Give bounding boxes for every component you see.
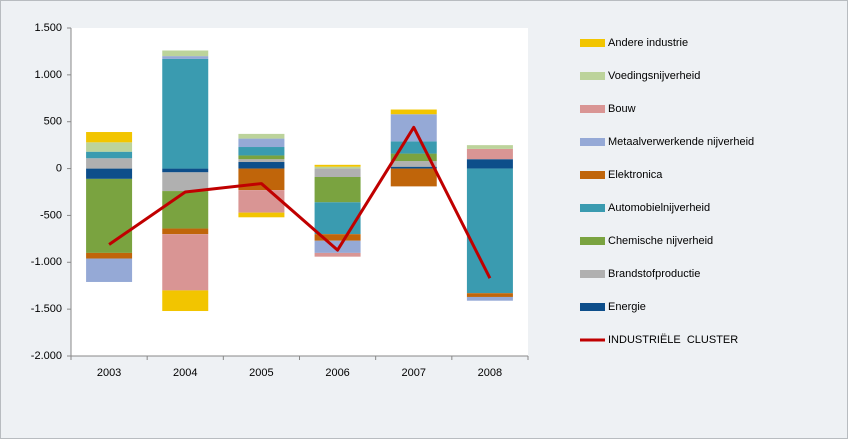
bar-segment bbox=[466, 293, 513, 297]
legend-label: Energie bbox=[608, 301, 646, 313]
bar-segment bbox=[86, 258, 133, 282]
y-tick-label: -2.000 bbox=[31, 350, 62, 362]
bar-segment bbox=[162, 56, 209, 59]
legend-label: Brandstofproductie bbox=[608, 268, 700, 280]
legend-swatch bbox=[580, 270, 605, 278]
bar-segment bbox=[314, 252, 361, 257]
bar-segment bbox=[238, 212, 285, 218]
bar-segment bbox=[314, 234, 361, 241]
legend-swatch bbox=[580, 303, 605, 311]
y-tick-label: 500 bbox=[44, 116, 62, 128]
legend-label: Elektronica bbox=[608, 169, 663, 181]
bar-segment bbox=[86, 151, 133, 159]
y-tick-label: -500 bbox=[40, 209, 62, 221]
bar-segment bbox=[390, 161, 437, 167]
legend-swatch bbox=[580, 105, 605, 113]
legend-swatch bbox=[580, 72, 605, 80]
y-tick-label: 1.000 bbox=[34, 69, 62, 81]
legend-label: Andere industrie bbox=[608, 37, 688, 49]
bar-segment bbox=[314, 202, 361, 235]
bar-segment bbox=[238, 138, 285, 148]
bar-segment bbox=[314, 168, 361, 178]
x-tick-label: 2008 bbox=[478, 367, 502, 379]
bar-segment bbox=[466, 148, 513, 160]
bar-segment bbox=[162, 50, 209, 57]
bar-segment bbox=[162, 234, 209, 291]
x-tick-label: 2007 bbox=[402, 367, 426, 379]
bar-segment bbox=[390, 168, 437, 187]
legend-label: Bouw bbox=[608, 103, 636, 115]
bar-segment bbox=[86, 178, 133, 253]
y-tick-label: -1.000 bbox=[31, 256, 62, 268]
legend-label: Automobielnijverheid bbox=[608, 202, 710, 214]
bar-segment bbox=[238, 159, 285, 163]
legend-swatch bbox=[580, 138, 605, 146]
y-tick-label: -1.500 bbox=[31, 303, 62, 315]
bar-segment bbox=[238, 190, 285, 213]
legend-label: INDUSTRIËLE CLUSTER bbox=[608, 334, 738, 346]
bar-segment bbox=[238, 162, 285, 169]
y-tick-label: 1.500 bbox=[34, 22, 62, 34]
bar-segment bbox=[238, 147, 285, 156]
bar-segment bbox=[314, 240, 361, 253]
bar-segment bbox=[86, 142, 133, 152]
bar-segment bbox=[466, 296, 513, 301]
bar-segment bbox=[466, 145, 513, 149]
legend-label: Metaalverwerkende nijverheid bbox=[608, 136, 754, 148]
plot-area bbox=[71, 28, 528, 356]
bar-segment bbox=[162, 172, 209, 192]
bar-segment bbox=[162, 290, 209, 312]
total-line bbox=[108, 125, 492, 279]
legend-swatch bbox=[580, 171, 605, 179]
legend-swatch bbox=[580, 237, 605, 245]
bar-segment bbox=[162, 58, 209, 169]
bar-segment bbox=[314, 164, 361, 167]
x-tick-label: 2003 bbox=[97, 367, 121, 379]
bar-segment bbox=[86, 158, 133, 169]
bar-segment bbox=[238, 133, 285, 139]
legend-swatch bbox=[580, 204, 605, 212]
bar-segment bbox=[238, 168, 285, 191]
bar-segment bbox=[466, 168, 513, 294]
bar-segment bbox=[162, 228, 209, 235]
legend-label: Chemische nijverheid bbox=[608, 235, 713, 247]
y-tick-label: 0 bbox=[56, 162, 62, 174]
bar-segment bbox=[314, 177, 361, 203]
bar-segment bbox=[162, 191, 209, 229]
bar-segment bbox=[86, 132, 133, 143]
bar-segment bbox=[162, 168, 209, 173]
bar-segment bbox=[86, 168, 133, 179]
bar-segment bbox=[86, 252, 133, 259]
x-tick-label: 2006 bbox=[325, 367, 349, 379]
legend-label: Voedingsnijverheid bbox=[608, 70, 700, 82]
legend-swatch bbox=[580, 39, 605, 47]
bar-segment bbox=[466, 159, 513, 169]
bar-segment bbox=[390, 166, 437, 169]
x-tick-label: 2005 bbox=[249, 367, 273, 379]
bar-segment bbox=[314, 166, 361, 169]
bar-segment bbox=[238, 155, 285, 160]
bar-segment bbox=[390, 109, 437, 115]
bar-segment bbox=[390, 153, 437, 162]
x-tick-label: 2004 bbox=[173, 367, 197, 379]
